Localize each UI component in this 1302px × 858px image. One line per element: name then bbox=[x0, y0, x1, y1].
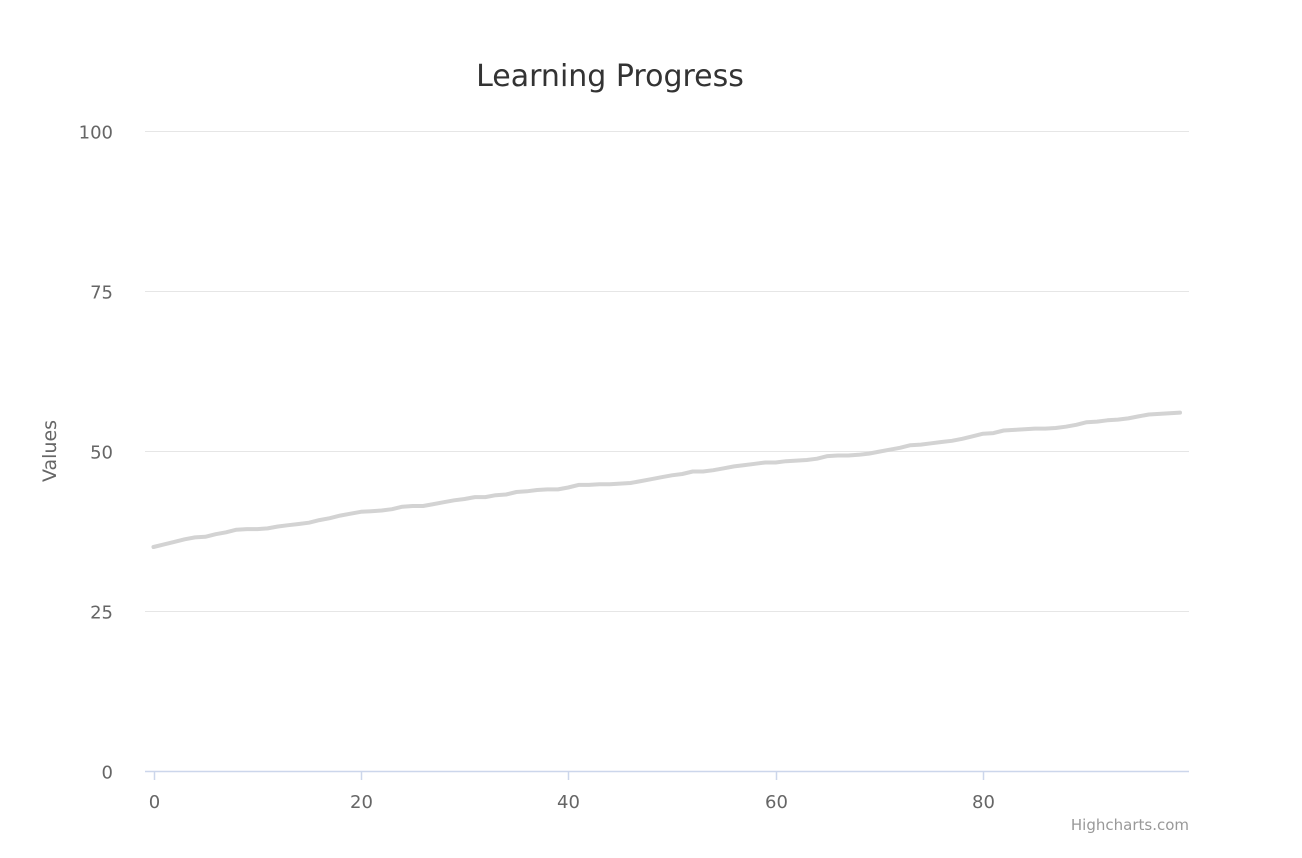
x-tick-label: 60 bbox=[765, 792, 788, 813]
chart-title: Learning Progress bbox=[476, 59, 744, 94]
y-tick-label: 25 bbox=[90, 603, 113, 624]
credits-link[interactable]: Highcharts.com bbox=[1071, 816, 1189, 834]
grid-lines bbox=[145, 131, 1189, 612]
x-tick-label: 80 bbox=[972, 792, 995, 813]
y-axis-title: Values bbox=[39, 420, 61, 482]
x-tick-label: 0 bbox=[149, 792, 160, 813]
y-tick-label: 100 bbox=[79, 123, 113, 144]
y-tick-label: 0 bbox=[102, 763, 113, 784]
x-tick-label: 40 bbox=[557, 792, 580, 813]
series-line bbox=[151, 410, 1182, 549]
y-tick-label: 50 bbox=[90, 443, 113, 464]
y-tick-label: 75 bbox=[90, 283, 113, 304]
y-axis-labels: 0 25 50 75 100 bbox=[79, 123, 113, 784]
x-tick-label: 20 bbox=[350, 792, 373, 813]
series-group bbox=[151, 410, 1182, 549]
x-axis-labels: 0 20 40 60 80 bbox=[149, 792, 995, 813]
x-axis bbox=[145, 770, 1189, 780]
